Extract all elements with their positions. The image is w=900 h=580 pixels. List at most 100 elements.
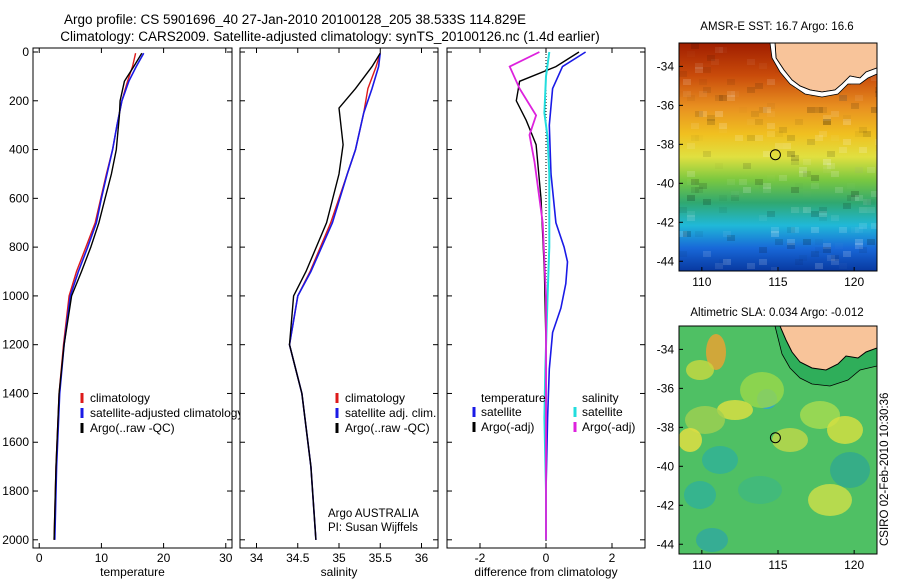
series-line-argo-raw-qc- (288, 52, 381, 540)
sst-pixel (767, 211, 775, 217)
legend-label: satellite (582, 405, 623, 419)
sst-pixel (843, 119, 851, 125)
legend-label: Argo(..raw -QC) (90, 421, 175, 435)
legend-heading-salinity: salinity (582, 391, 619, 405)
sst-pixel (867, 207, 875, 213)
sst-pixel (747, 119, 755, 125)
sst-pixel (787, 151, 795, 157)
sst-pixel (823, 167, 831, 173)
sst-pixel (707, 55, 715, 61)
x-axis-label: difference from climatology (474, 565, 617, 579)
legend-label: satellite-adjusted climatology (90, 406, 243, 420)
sst-pixel (831, 103, 839, 109)
sst-pixel (755, 119, 763, 125)
sst-pixel (839, 95, 847, 101)
sst-pixel (719, 95, 727, 101)
sst-pixel (831, 255, 839, 261)
x-tick-label: 35 (332, 551, 346, 565)
sst-pixel (815, 135, 823, 141)
sla-anomaly (684, 481, 716, 509)
sst-pixel (735, 135, 743, 141)
sst-pixel (747, 135, 755, 141)
sst-pixel (727, 235, 735, 241)
sst-pixel (815, 263, 823, 269)
map-y-tick-label: -44 (657, 537, 675, 551)
sst-pixel (871, 191, 877, 197)
map-y-tick-label: -34 (657, 342, 675, 356)
sst-pixel (755, 83, 763, 89)
sst-pixel (803, 171, 811, 177)
sst-pixel (747, 263, 755, 269)
sst-pixel (695, 231, 703, 237)
y-tick-label: 600 (9, 191, 29, 205)
sst-pixel (863, 199, 871, 205)
sst-pixel (679, 167, 687, 173)
sst-pixel (835, 243, 843, 249)
sla-anomaly (738, 476, 782, 504)
sst-pixel (791, 187, 799, 193)
sst-pixel (759, 215, 767, 221)
sla-anomaly (830, 452, 870, 488)
sst-pixel (867, 239, 875, 245)
sst-pixel (807, 107, 815, 113)
legend-label: satellite (481, 405, 522, 419)
sst-pixel (767, 123, 775, 129)
sst-pixel (803, 159, 811, 165)
x-tick-label: 20 (157, 551, 171, 565)
map-x-tick-label: 115 (768, 558, 787, 572)
sst-pixel (855, 243, 863, 249)
sla-map: Altimetric SLA: 0.034 Argo: -0.012 110 11… (657, 307, 878, 572)
map-y-tick-label: -38 (657, 420, 675, 434)
profile-panel-2: 34 34.5 35 35.5 36 salinity climatologysatelli… (239, 47, 439, 579)
sst-pixel (799, 207, 807, 213)
y-tick-label: 1400 (2, 386, 29, 400)
sst-pixel (687, 51, 695, 57)
sst-pixel (875, 87, 877, 93)
sst-pixel (723, 231, 731, 237)
sst-pixel (703, 87, 711, 93)
sst-pixel (743, 187, 751, 193)
sst-pixel (687, 195, 695, 201)
sst-pixel (783, 143, 791, 149)
sla-anomaly (808, 484, 852, 516)
sla-map-title: Altimetric SLA: 0.034 Argo: -0.012 (690, 307, 863, 319)
sst-pixel (835, 187, 843, 193)
sst-pixel (831, 171, 839, 177)
sst-pixel (691, 43, 699, 49)
sst-pixel (803, 239, 811, 245)
x-axis-label: temperature (100, 565, 165, 579)
sst-pixel (695, 67, 703, 73)
sst-pixel (687, 211, 695, 217)
sst-pixel (867, 167, 875, 173)
sst-pixel (847, 195, 855, 201)
sst-pixel (875, 151, 877, 157)
y-tick-label: 1200 (2, 338, 29, 352)
sst-pixel (795, 119, 803, 125)
float-annotation: Argo AUSTRALIA (328, 508, 419, 520)
sst-pixel (847, 183, 855, 189)
panel-frame (32, 47, 233, 549)
legend-label: satellite adj. clim. (345, 406, 436, 420)
sst-pixel (827, 151, 835, 157)
sst-pixel (851, 227, 859, 233)
sst-pixel (871, 223, 877, 229)
sla-anomaly (800, 401, 840, 429)
sst-pixel (731, 91, 739, 97)
sst-pixel (839, 227, 847, 233)
sst-pixel (723, 259, 731, 265)
sst-pixel (703, 151, 711, 157)
sst-pixel (823, 159, 831, 165)
legend-heading-temperature: temperature (481, 391, 546, 405)
y-tick-label: 0 (22, 45, 29, 59)
sst-pixel (719, 47, 727, 53)
sst-pixel (823, 247, 831, 253)
sst-pixel (715, 95, 723, 101)
sst-pixel (851, 103, 859, 109)
sst-pixel (775, 239, 783, 245)
x-tick-label: 0 (36, 551, 43, 565)
map-y-tick-label: -36 (657, 98, 675, 112)
sst-pixel (695, 111, 703, 117)
sst-pixel (799, 171, 807, 177)
sst-pixel (683, 231, 691, 237)
sst-pixel (767, 175, 775, 181)
